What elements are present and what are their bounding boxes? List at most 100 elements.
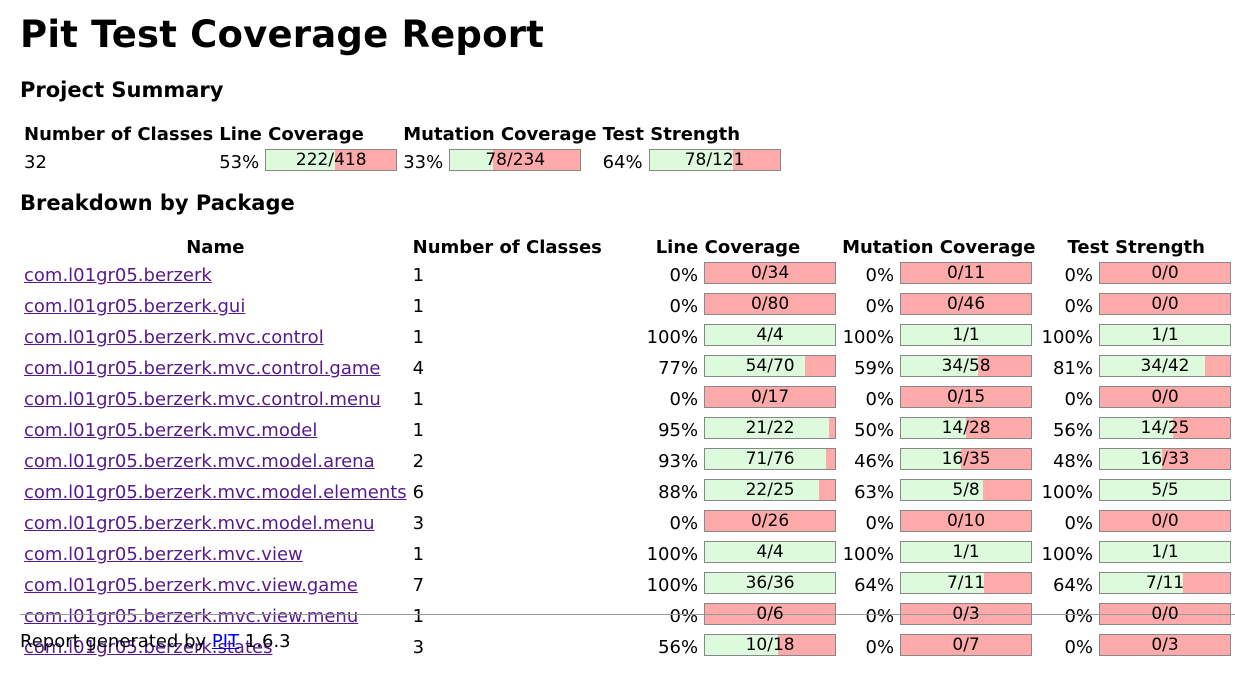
package-mutation-pct: 100% [842,544,895,565]
coverage-text: 0/0 [1151,511,1179,531]
package-mutation-pct: 0% [865,296,895,317]
coverage-bar: 0/6 [704,603,837,625]
package-name-cell: com.l01gr05.berzerk.mvc.control.menu [22,385,409,414]
coverage-text: 36/36 [745,573,795,593]
coverage-bar: 0/80 [704,293,837,315]
package-mutation-bar: 0/7 [898,633,1037,662]
package-strength-pct: 0% [1064,389,1093,410]
coverage-fill [1100,542,1230,562]
table-row: com.l01gr05.berzerk 1 0% 0/34 0% 0/11 0% 0/0 [22,261,1233,290]
package-mutation-pct: 59% [854,358,895,379]
summary-strength-pct: 64% [602,152,643,173]
header-classes: Number of Classes [412,237,602,258]
coverage-fill [266,150,336,170]
package-line-pct: 0% [669,296,699,317]
package-strength-bar: 5/5 [1097,478,1233,507]
table-row: com.l01gr05.berzerk.mvc.model.arena 2 93% 7… [22,447,1233,476]
package-mutation-pct: 46% [854,451,895,472]
package-line-bar: 36/36 [702,571,838,600]
coverage-bar: 7/11 [1099,572,1231,594]
package-line-bar: 4/4 [702,323,838,352]
coverage-bar: 4/4 [704,541,837,563]
package-strength-bar: 0/0 [1097,509,1233,538]
coverage-fill [705,449,826,469]
coverage-bar: 0/0 [1099,603,1231,625]
package-strength-bar: 14/25 [1097,416,1233,445]
package-mutation-bar: 0/3 [898,602,1037,631]
coverage-fill [901,418,967,438]
coverage-bar: 16/33 [1099,448,1231,470]
coverage-fill [901,542,1032,562]
package-line-pct: 88% [658,482,699,503]
package-mutation-pct: 63% [854,482,895,503]
package-link[interactable]: com.l01gr05.berzerk.mvc.model [24,420,318,441]
package-strength-pct: 64% [1052,575,1093,596]
package-link[interactable]: com.l01gr05.berzerk.gui [24,296,246,317]
coverage-text: 78/234 [485,150,546,170]
package-link[interactable]: com.l01gr05.berzerk.mvc.model.arena [24,451,375,472]
package-line-bar: 71/76 [702,447,838,476]
package-mutation-bar: 0/46 [898,292,1037,321]
coverage-bar: 5/8 [900,479,1033,501]
coverage-bar: 0/11 [900,262,1033,284]
coverage-fill [705,542,836,562]
package-strength-pct: 100% [1041,482,1093,503]
package-link[interactable]: com.l01gr05.berzerk.states [24,637,273,658]
coverage-fill [705,480,820,500]
package-mutation-pct: 100% [842,327,895,348]
table-row: com.l01gr05.berzerk.states 3 56% 10/18 0% 0/7… [22,633,1233,662]
package-line-bar: 0/26 [702,509,838,538]
coverage-bar: 1/1 [900,541,1033,563]
coverage-text: 7/11 [1145,573,1185,593]
package-strength-bar: 0/3 [1097,633,1233,662]
package-link[interactable]: com.l01gr05.berzerk.mvc.model.elements [24,482,407,503]
package-link[interactable]: com.l01gr05.berzerk.mvc.view.game [24,575,358,596]
coverage-text: 0/3 [952,604,980,624]
coverage-fill [705,573,836,593]
package-classes-count: 1 [412,420,425,441]
coverage-fill [1100,573,1184,593]
package-mutation-pct: 50% [854,420,895,441]
package-link[interactable]: com.l01gr05.berzerk.mvc.control.menu [24,389,381,410]
package-mutation-bar: 0/15 [898,385,1037,414]
coverage-text: 16/35 [941,449,991,469]
summary-header-mutation: Mutation Coverage [403,124,597,145]
package-link[interactable]: com.l01gr05.berzerk.mvc.control [24,327,324,348]
package-name-cell: com.l01gr05.berzerk.mvc.model.elements [22,478,409,507]
package-mutation-pct: 0% [865,637,895,658]
package-link[interactable]: com.l01gr05.berzerk.mvc.view.menu [24,606,359,627]
table-row: com.l01gr05.berzerk.mvc.control 1 100% 4/4 1… [22,323,1233,352]
package-strength-pct: 81% [1052,358,1093,379]
coverage-text: 1/1 [1151,325,1179,345]
breakdown-heading: Breakdown by Package [20,191,295,215]
coverage-bar: 222/418 [265,149,398,171]
coverage-fill [705,418,829,438]
coverage-bar: 36/36 [704,572,837,594]
package-strength-pct: 0% [1064,513,1093,534]
package-name-cell: com.l01gr05.berzerk.mvc.model.arena [22,447,409,476]
coverage-bar: 10/18 [704,634,837,656]
package-link[interactable]: com.l01gr05.berzerk [24,265,212,286]
pit-link[interactable]: PIT [211,631,240,652]
summary-header-classes: Number of Classes [24,124,214,145]
summary-line-pct: 53% [219,152,260,173]
summary-header-line: Line Coverage [219,124,364,145]
package-strength-bar: 1/1 [1097,540,1233,569]
summary-mutation-bar: 78/234 [447,148,598,177]
summary-strength-bar: 78/121 [647,148,783,177]
coverage-text: 0/3 [1151,635,1179,655]
header-test-strength: Test Strength [1067,237,1205,258]
coverage-bar: 0/46 [900,293,1033,315]
coverage-fill [705,325,836,345]
package-strength-pct: 0% [1064,296,1093,317]
coverage-bar: 1/1 [900,324,1033,346]
package-link[interactable]: com.l01gr05.berzerk.mvc.view [24,544,303,565]
package-link[interactable]: com.l01gr05.berzerk.mvc.model.menu [24,513,375,534]
footer-prefix: Report generated by [20,631,207,652]
package-classes-count: 1 [412,296,425,317]
coverage-text: 0/7 [952,635,980,655]
coverage-text: 0/0 [1151,294,1179,314]
package-line-bar: 10/18 [702,633,838,662]
package-link[interactable]: com.l01gr05.berzerk.mvc.control.game [24,358,381,379]
table-row: com.l01gr05.berzerk.mvc.control.game 4 77%… [22,354,1233,383]
